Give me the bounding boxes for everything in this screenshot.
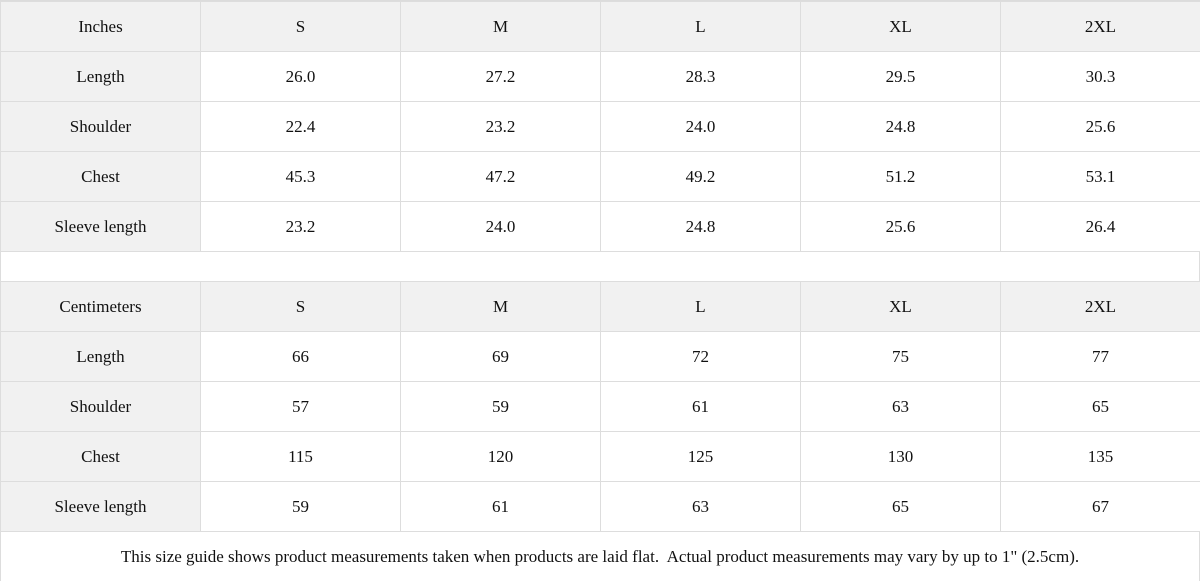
value-cell: 63 xyxy=(601,482,801,532)
centimeters-table: Centimeters S M L XL 2XL Length 66 69 72… xyxy=(0,281,1200,532)
value-cell: 23.2 xyxy=(401,102,601,152)
size-header-cell: S xyxy=(201,2,401,52)
row-label-cell: Length xyxy=(1,332,201,382)
size-header-cell: L xyxy=(601,282,801,332)
size-header-cell: 2XL xyxy=(1001,2,1200,52)
unit-header-cell: Centimeters xyxy=(1,282,201,332)
size-header-cell: M xyxy=(401,2,601,52)
value-cell: 61 xyxy=(401,482,601,532)
value-cell: 24.0 xyxy=(401,202,601,252)
table-row: Sleeve length 23.2 24.0 24.8 25.6 26.4 xyxy=(1,202,1200,252)
value-cell: 120 xyxy=(401,432,601,482)
value-cell: 125 xyxy=(601,432,801,482)
table-row: Chest 45.3 47.2 49.2 51.2 53.1 xyxy=(1,152,1200,202)
value-cell: 65 xyxy=(801,482,1001,532)
size-header-cell: XL xyxy=(801,2,1001,52)
table-header-row: Centimeters S M L XL 2XL xyxy=(1,282,1200,332)
value-cell: 75 xyxy=(801,332,1001,382)
value-cell: 23.2 xyxy=(201,202,401,252)
size-guide-note: This size guide shows product measuremen… xyxy=(121,547,1079,567)
unit-header-cell: Inches xyxy=(1,2,201,52)
row-label-cell: Shoulder xyxy=(1,102,201,152)
value-cell: 29.5 xyxy=(801,52,1001,102)
value-cell: 130 xyxy=(801,432,1001,482)
table-row: Length 66 69 72 75 77 xyxy=(1,332,1200,382)
table-spacer xyxy=(0,252,1200,281)
size-header-cell: S xyxy=(201,282,401,332)
value-cell: 24.8 xyxy=(601,202,801,252)
value-cell: 49.2 xyxy=(601,152,801,202)
row-label-cell: Shoulder xyxy=(1,382,201,432)
row-label-cell: Length xyxy=(1,52,201,102)
value-cell: 27.2 xyxy=(401,52,601,102)
table-row: Sleeve length 59 61 63 65 67 xyxy=(1,482,1200,532)
value-cell: 61 xyxy=(601,382,801,432)
value-cell: 22.4 xyxy=(201,102,401,152)
value-cell: 26.0 xyxy=(201,52,401,102)
value-cell: 24.8 xyxy=(801,102,1001,152)
value-cell: 30.3 xyxy=(1001,52,1200,102)
size-header-cell: L xyxy=(601,2,801,52)
inches-table: Inches S M L XL 2XL Length 26.0 27.2 28.… xyxy=(0,1,1200,252)
value-cell: 72 xyxy=(601,332,801,382)
size-header-cell: M xyxy=(401,282,601,332)
value-cell: 47.2 xyxy=(401,152,601,202)
value-cell: 57 xyxy=(201,382,401,432)
value-cell: 25.6 xyxy=(1001,102,1200,152)
table-header-row: Inches S M L XL 2XL xyxy=(1,2,1200,52)
row-label-cell: Chest xyxy=(1,432,201,482)
value-cell: 69 xyxy=(401,332,601,382)
table-row: Shoulder 57 59 61 63 65 xyxy=(1,382,1200,432)
value-cell: 26.4 xyxy=(1001,202,1200,252)
size-header-cell: XL xyxy=(801,282,1001,332)
row-label-cell: Chest xyxy=(1,152,201,202)
size-header-cell: 2XL xyxy=(1001,282,1200,332)
value-cell: 28.3 xyxy=(601,52,801,102)
value-cell: 51.2 xyxy=(801,152,1001,202)
size-guide-note-row: This size guide shows product measuremen… xyxy=(0,532,1200,581)
value-cell: 25.6 xyxy=(801,202,1001,252)
value-cell: 45.3 xyxy=(201,152,401,202)
value-cell: 77 xyxy=(1001,332,1200,382)
value-cell: 67 xyxy=(1001,482,1200,532)
value-cell: 66 xyxy=(201,332,401,382)
table-row: Length 26.0 27.2 28.3 29.5 30.3 xyxy=(1,52,1200,102)
value-cell: 63 xyxy=(801,382,1001,432)
row-label-cell: Sleeve length xyxy=(1,482,201,532)
value-cell: 115 xyxy=(201,432,401,482)
value-cell: 24.0 xyxy=(601,102,801,152)
row-label-cell: Sleeve length xyxy=(1,202,201,252)
table-row: Shoulder 22.4 23.2 24.0 24.8 25.6 xyxy=(1,102,1200,152)
value-cell: 59 xyxy=(401,382,601,432)
value-cell: 59 xyxy=(201,482,401,532)
value-cell: 65 xyxy=(1001,382,1200,432)
value-cell: 53.1 xyxy=(1001,152,1200,202)
value-cell: 135 xyxy=(1001,432,1200,482)
table-row: Chest 115 120 125 130 135 xyxy=(1,432,1200,482)
